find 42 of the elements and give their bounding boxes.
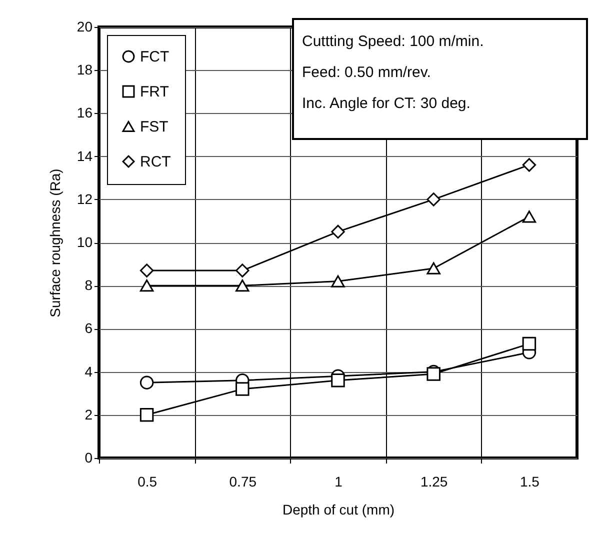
point bbox=[522, 210, 536, 223]
x-tick-label: 0.5 bbox=[138, 474, 158, 490]
legend-label: FST bbox=[140, 118, 168, 136]
y-tick-label: 20 bbox=[76, 18, 93, 34]
point bbox=[426, 262, 440, 274]
y-tick-label: 4 bbox=[84, 363, 93, 380]
y-tick-label: 14 bbox=[76, 148, 93, 164]
y-tick-label: 10 bbox=[76, 234, 93, 250]
point bbox=[236, 264, 250, 278]
x-tick-label: 1.5 bbox=[520, 474, 540, 490]
legend-label: RCT bbox=[140, 154, 171, 170]
y-tick-label: 0 bbox=[84, 450, 93, 466]
point bbox=[522, 336, 536, 351]
point bbox=[426, 192, 440, 206]
y-tick-label: 2 bbox=[84, 406, 93, 422]
point bbox=[522, 158, 536, 172]
x-tick-label: 1.25 bbox=[420, 474, 448, 490]
y-tick-label: 6 bbox=[84, 320, 93, 336]
y-tick-label: 8 bbox=[84, 277, 93, 294]
point bbox=[426, 367, 440, 381]
legend-label: FRT bbox=[140, 84, 169, 100]
x-axis-title: Depth of cut (mm) bbox=[282, 502, 395, 518]
y-tick-label: 12 bbox=[76, 190, 93, 207]
y-tick-label: 18 bbox=[76, 62, 93, 78]
point bbox=[140, 376, 154, 390]
annotation: Inc. Angle for CT: 30 deg. bbox=[302, 94, 472, 114]
point bbox=[236, 382, 250, 396]
point bbox=[236, 280, 250, 292]
annotation: Cuttting Speed: 100 m/min. bbox=[302, 32, 485, 52]
legend-label: FCT bbox=[140, 48, 170, 66]
point bbox=[140, 408, 154, 422]
y-tick-label: 16 bbox=[76, 104, 93, 121]
point bbox=[331, 224, 345, 239]
x-tick-label: 1 bbox=[334, 474, 343, 490]
point bbox=[331, 275, 345, 288]
text-box: Cuttting Speed: 100 m/min. Feed: 0.50 mm/rev. Inc. Angle for CT: 30 deg. bbox=[292, 18, 588, 140]
point bbox=[140, 264, 154, 278]
point bbox=[331, 374, 345, 388]
x-tick-label: 0.75 bbox=[229, 474, 257, 490]
point bbox=[140, 280, 154, 292]
annotation: Feed: 0.50 mm/rev. bbox=[302, 63, 432, 83]
y-axis-title: Surface roughness (Ra) bbox=[46, 168, 63, 318]
